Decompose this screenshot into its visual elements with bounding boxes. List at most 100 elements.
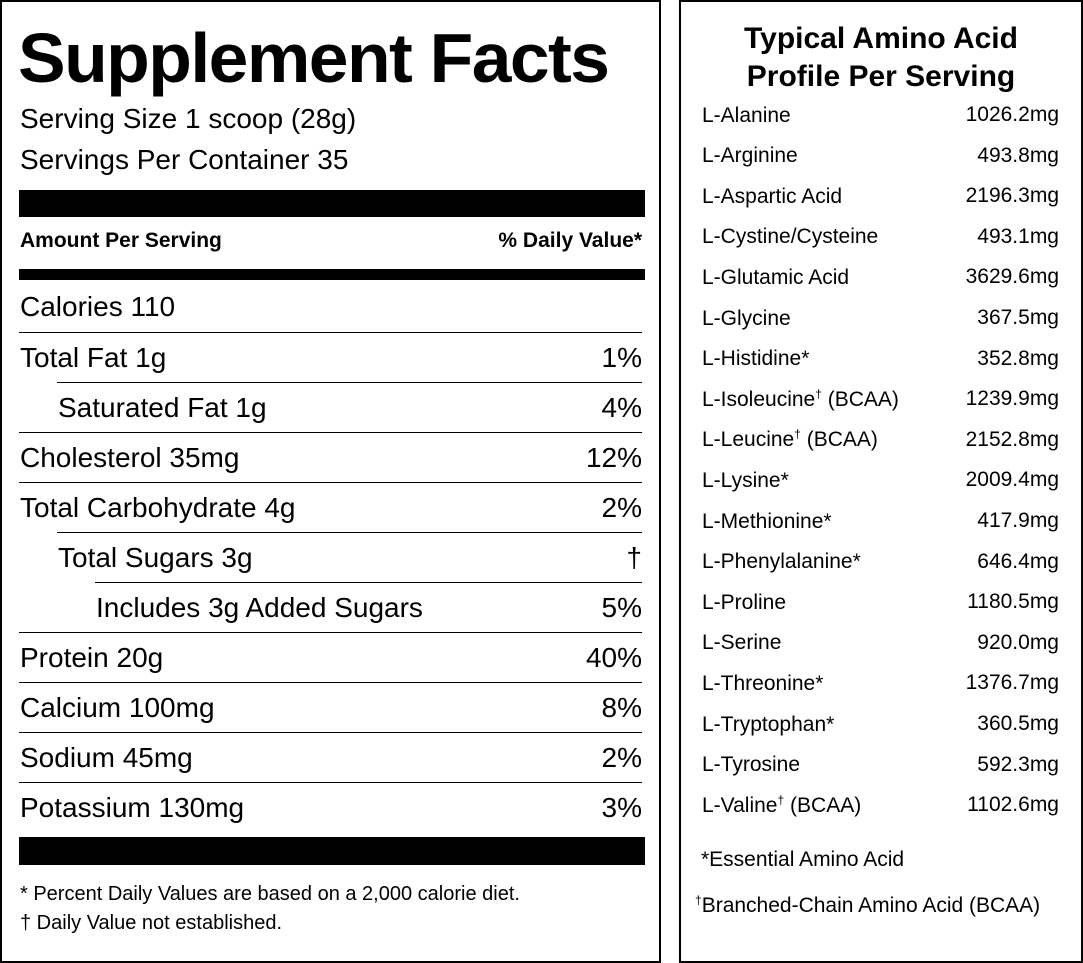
amino-row: L-Leucine† (BCAA) 2152.8mg — [702, 420, 1059, 460]
amino-name-group: L-Isoleucine† (BCAA) — [702, 387, 899, 412]
panel-title: Supplement Facts — [18, 19, 610, 97]
dagger-mark: † — [815, 386, 822, 401]
amino-name-group: L-Threonine* — [702, 671, 823, 696]
nutrient-label: Total Sugars 3g — [58, 541, 253, 573]
amino-amount: 592.3mg — [977, 752, 1059, 776]
nutrient-daily-value: 8% — [601, 691, 642, 723]
amino-amount: 3629.6mg — [965, 265, 1059, 289]
nutrient-label: Sodium 45mg — [20, 741, 193, 773]
amino-name: L-Alanine — [702, 103, 791, 127]
amino-amount: 1026.2mg — [965, 103, 1059, 126]
amino-name: L-Valine — [702, 793, 778, 817]
amino-acid-panel: Typical Amino Acid Profile Per Serving L… — [679, 0, 1083, 963]
amino-row: L-Isoleucine† (BCAA) 1239.9mg — [702, 379, 1059, 419]
amino-name: L-Aspartic Acid — [702, 184, 843, 208]
amino-name: L-Tyrosine — [702, 753, 801, 777]
nutrient-daily-value: 12% — [585, 441, 642, 473]
supplement-facts-panel: Supplement Facts Serving Size 1 scoop (2… — [0, 0, 661, 963]
footnote-dagger: † Daily Value not established. — [20, 912, 283, 934]
nutrient-row: Sodium 45mg 2% — [19, 732, 642, 782]
amino-amount: 360.5mg — [977, 712, 1059, 735]
nutrient-row: Total Carbohydrate 4g 2% — [19, 482, 642, 532]
daily-value-header: % Daily Value* — [498, 229, 642, 252]
nutrient-daily-value: 2% — [601, 491, 642, 523]
amino-row: L-Tyrosine 592.3mg — [702, 745, 1059, 785]
amino-name-group: L-Proline — [702, 590, 786, 615]
amino-amount: 920.0mg — [977, 630, 1059, 654]
nutrient-label: Total Fat 1g — [20, 341, 167, 373]
amino-name: L-Isoleucine — [702, 387, 816, 411]
amino-row: L-Lysine* 2009.4mg — [702, 460, 1059, 500]
amino-title-line2: Profile Per Serving — [746, 60, 1016, 93]
nutrient-label: Potassium 130mg — [20, 791, 245, 823]
amino-name-group: L-Lysine* — [702, 468, 789, 493]
amino-amount: 352.8mg — [977, 346, 1059, 370]
nutrient-daily-value: 1% — [601, 341, 642, 373]
nutrient-daily-value: 4% — [601, 391, 642, 423]
amino-amount: 417.9mg — [977, 509, 1059, 532]
amino-name: L-Glutamic Acid — [702, 265, 850, 289]
nutrient-row: Potassium 130mg 3% — [19, 782, 642, 832]
footnote-bcaa: †Branched-Chain Amino Acid (BCAA) — [695, 885, 1055, 921]
nutrient-label: Cholesterol 35mg — [20, 441, 240, 473]
amino-row: L-Glutamic Acid 3629.6mg — [702, 257, 1059, 297]
divider-medium — [19, 269, 645, 280]
amino-name-group: L-Serine — [702, 630, 781, 655]
amino-amount: 2152.8mg — [965, 427, 1059, 451]
amino-name: L-Serine — [702, 631, 782, 655]
amino-row: L-Glycine 367.5mg — [702, 298, 1059, 338]
nutrient-label: Total Carbohydrate 4g — [20, 491, 296, 523]
amino-bcaa-label: (BCAA) — [800, 428, 878, 452]
amino-row: L-Serine 920.0mg — [702, 623, 1059, 663]
amino-name-group: L-Glycine — [702, 306, 791, 331]
nutrient-label: Includes 3g Added Sugars — [96, 591, 423, 623]
amino-row: L-Histidine* 352.8mg — [702, 339, 1059, 379]
amino-name: L-Tryptophan* — [702, 712, 835, 736]
amino-name-group: L-Tyrosine — [702, 752, 800, 777]
servings-per-container: Servings Per Container 35 — [20, 144, 349, 175]
amino-name: L-Methionine* — [702, 509, 832, 533]
amino-bcaa-label: (BCAA) — [821, 387, 899, 411]
amino-amount: 2196.3mg — [965, 184, 1059, 208]
footnote-bcaa-text: Branched-Chain Amino Acid (BCAA) — [701, 894, 1041, 917]
amino-title: Typical Amino Acid Profile Per Serving — [681, 20, 1081, 96]
nutrient-row: Includes 3g Added Sugars 5% — [95, 582, 642, 632]
amino-name-group: L-Glutamic Acid — [702, 265, 849, 290]
amino-name-group: L-Methionine* — [702, 509, 832, 534]
amino-bcaa-label: (BCAA) — [784, 793, 862, 817]
amino-name-group: L-Phenylalanine* — [702, 549, 861, 574]
nutrient-row: Total Sugars 3g † — [57, 532, 642, 582]
amino-name: L-Cystine/Cysteine — [702, 225, 879, 249]
nutrient-label: Protein 20g — [20, 641, 164, 673]
nutrient-daily-value: 40% — [585, 641, 642, 673]
nutrient-label: Calories 110 — [20, 291, 176, 322]
amino-amount: 646.4mg — [977, 549, 1059, 573]
amino-amount: 1180.5mg — [967, 590, 1059, 614]
nutrient-row: Cholesterol 35mg 12% — [19, 432, 642, 482]
amino-row: L-Proline 1180.5mg — [702, 582, 1059, 622]
amino-title-line1: Typical Amino Acid — [744, 22, 1018, 55]
amino-amount: 1376.7mg — [965, 671, 1059, 695]
amino-row: L-Alanine 1026.2mg — [702, 95, 1059, 135]
amino-name: L-Lysine* — [702, 468, 789, 492]
amino-row: L-Tryptophan* 360.5mg — [702, 704, 1059, 744]
amino-name: L-Proline — [702, 590, 787, 614]
dagger-mark: † — [777, 792, 785, 807]
amino-row: L-Valine† (BCAA) 1102.6mg — [702, 785, 1059, 825]
amino-name: L-Phenylalanine* — [702, 550, 861, 574]
footnote-daily-values: * Percent Daily Values are based on a 2,… — [20, 883, 520, 905]
amino-row: L-Phenylalanine* 646.4mg — [702, 542, 1059, 582]
amino-amount: 1239.9mg — [965, 387, 1059, 411]
amino-name-group: L-Valine† (BCAA) — [702, 793, 861, 818]
amino-name: L-Glycine — [702, 306, 791, 330]
amino-amount: 493.8mg — [977, 143, 1059, 167]
footnote-essential: *Essential Amino Acid — [701, 848, 905, 871]
amino-name-group: L-Leucine† (BCAA) — [702, 427, 878, 452]
amino-amount: 2009.4mg — [965, 468, 1059, 492]
nutrient-row: Calories 110 — [19, 282, 642, 332]
divider-thick — [19, 837, 645, 865]
amino-name: L-Histidine* — [702, 347, 810, 371]
amino-row: L-Threonine* 1376.7mg — [702, 663, 1059, 703]
amino-name: L-Arginine — [702, 144, 798, 168]
amino-name-group: L-Histidine* — [702, 346, 809, 371]
